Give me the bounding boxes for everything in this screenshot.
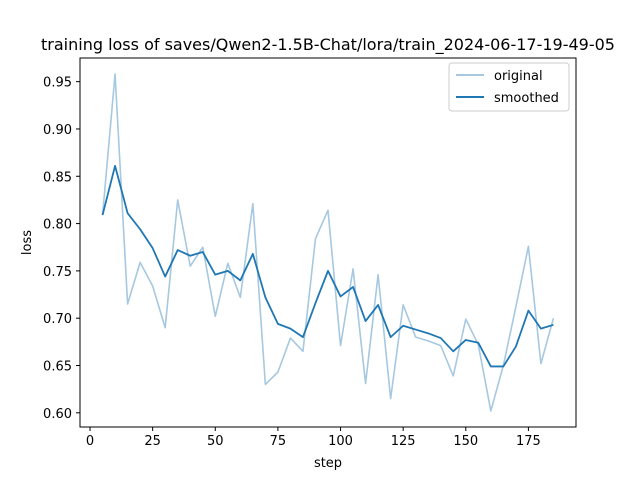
- y-tick-label: 0.65: [43, 360, 72, 375]
- x-tick-label: 100: [328, 434, 353, 449]
- y-tick-label: 0.70: [43, 312, 72, 327]
- legend: original smoothed: [448, 62, 570, 112]
- legend-label-original: original: [494, 69, 543, 84]
- plot-frame: [79, 57, 577, 428]
- legend-label-smoothed: smoothed: [494, 91, 559, 106]
- y-axis-ticks: 0.60 0.65 0.70 0.75 0.80 0.85 0.90 0.95: [43, 76, 80, 422]
- x-tick-label: 0: [86, 434, 94, 449]
- x-tick-label: 25: [144, 434, 161, 449]
- x-axis-ticks: 0 25 50 75 100 125 150 175: [86, 427, 541, 449]
- chart-title: training loss of saves/Qwen2-1.5B-Chat/l…: [41, 35, 615, 55]
- x-tick-label: 75: [270, 434, 287, 449]
- x-axis-label: step: [314, 456, 342, 471]
- y-axis-label: loss: [20, 230, 35, 255]
- x-tick-label: 125: [391, 434, 416, 449]
- x-tick-label: 50: [207, 434, 224, 449]
- y-tick-label: 0.85: [43, 170, 72, 185]
- series-line-smoothed: [101, 164, 554, 368]
- y-tick-label: 0.80: [43, 218, 72, 233]
- x-tick-label: 150: [453, 434, 478, 449]
- x-tick-label: 175: [516, 434, 541, 449]
- y-tick-label: 0.95: [43, 76, 72, 91]
- y-tick-label: 0.60: [43, 407, 72, 422]
- y-tick-label: 0.75: [43, 265, 72, 280]
- y-tick-label: 0.90: [43, 123, 72, 138]
- plot-lines: [101, 73, 555, 412]
